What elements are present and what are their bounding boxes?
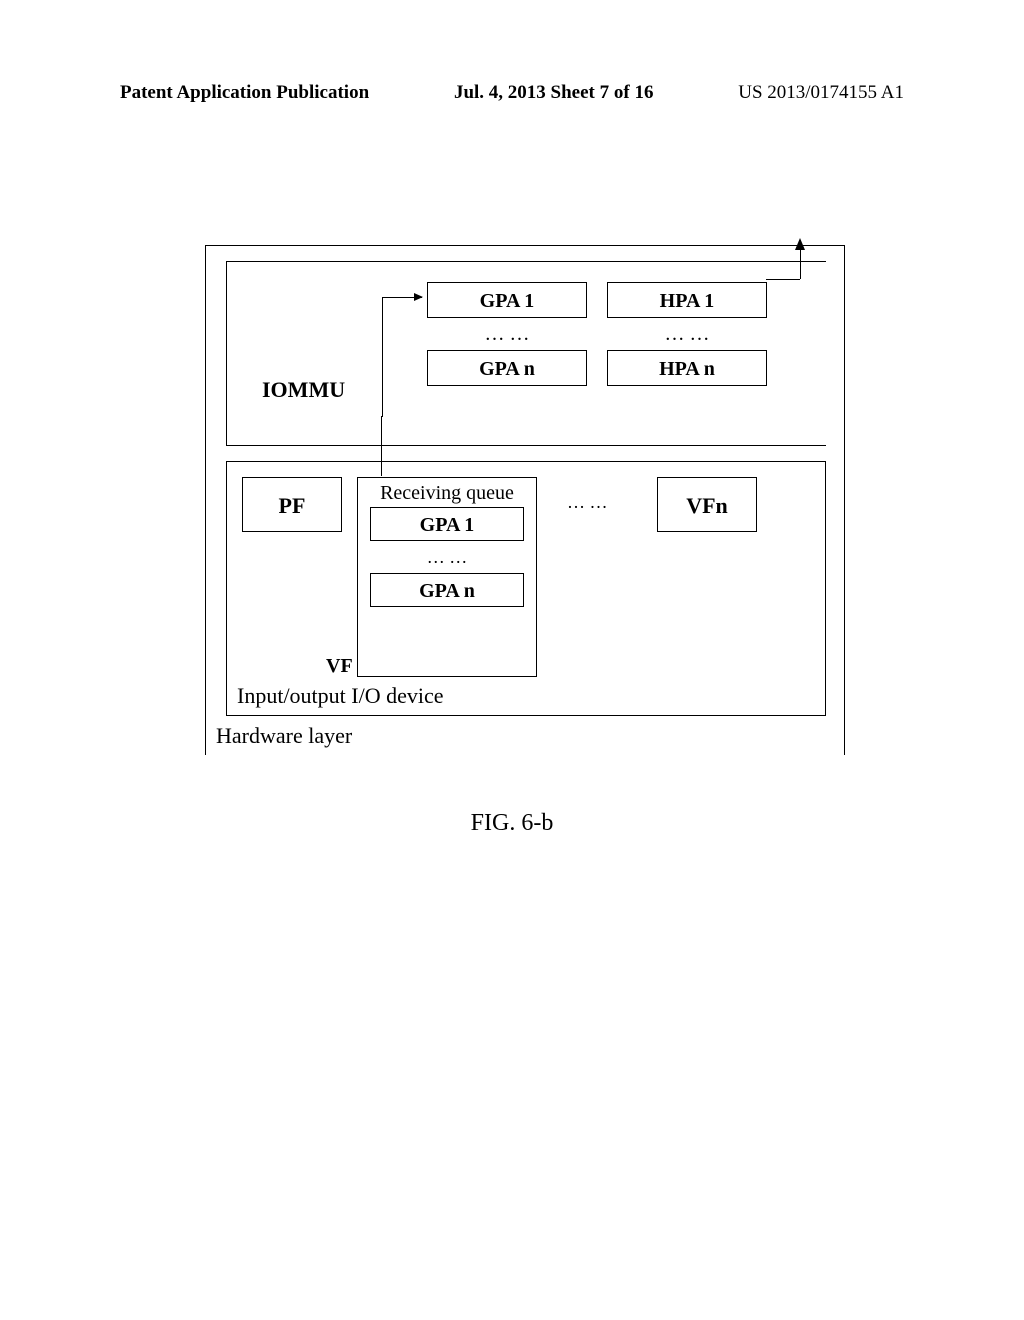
gpa-dots: … … (427, 318, 587, 350)
vf-gpa-1-cell: GPA 1 (370, 507, 524, 541)
vfn-box: VFn (657, 477, 757, 532)
vf-gpa-dots: … … (358, 541, 536, 573)
io-device-label: Input/output I/O device (237, 683, 444, 709)
diagram: Hardware layer IOMMU GPA 1 … … GPA n HPA… (205, 220, 845, 780)
hpa-1-cell: HPA 1 (607, 282, 767, 318)
figure-caption: FIG. 6-b (0, 810, 1024, 837)
gpa-n-cell: GPA n (427, 350, 587, 386)
receiving-queue-label: Receiving queue (358, 478, 536, 507)
gpa-1-cell: GPA 1 (427, 282, 587, 318)
hpa-n-cell: HPA n (607, 350, 767, 386)
pf-box: PF (242, 477, 342, 532)
vf-box: VF Receiving queue GPA 1 … … GPA n (357, 477, 537, 677)
hardware-layer-label: Hardware layer (216, 723, 352, 749)
vf-label: VF (324, 655, 355, 678)
hpa-column: HPA 1 … … HPA n (607, 282, 767, 386)
page-header: Patent Application Publication Jul. 4, 2… (0, 82, 1024, 104)
arrow-right-icon (382, 297, 422, 298)
header-left: Patent Application Publication (120, 82, 369, 104)
iommu-box: IOMMU GPA 1 … … GPA n HPA 1 … … HPA n (226, 261, 826, 446)
gpa-column: GPA 1 … … GPA n (427, 282, 587, 386)
vf-ellipsis: … … (567, 492, 608, 513)
hardware-layer-box: Hardware layer IOMMU GPA 1 … … GPA n HPA… (205, 245, 845, 755)
vf-gpa-n-cell: GPA n (370, 573, 524, 607)
io-device-box: Input/output I/O device PF VF Receiving … (226, 461, 826, 716)
hpa-dots: … … (607, 318, 767, 350)
header-right: US 2013/0174155 A1 (738, 82, 904, 104)
iommu-label: IOMMU (262, 377, 345, 403)
connector-line (382, 297, 383, 417)
header-mid: Jul. 4, 2013 Sheet 7 of 16 (454, 82, 654, 104)
